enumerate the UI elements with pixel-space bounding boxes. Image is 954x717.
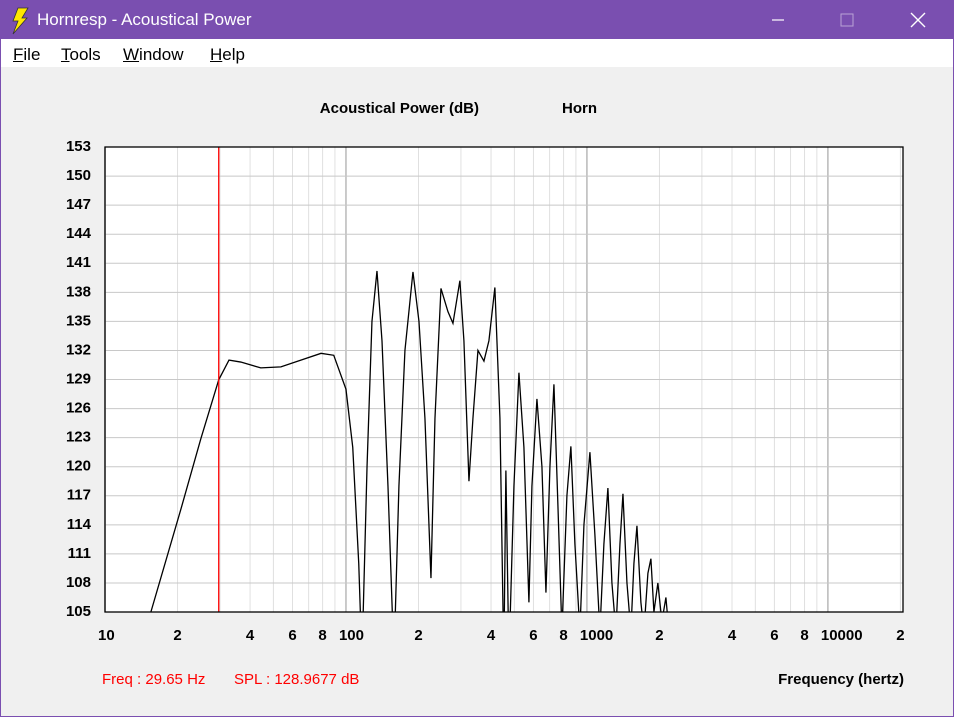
y-tick-label: 108 [66,574,91,591]
x-tick-label: 4 [487,627,496,644]
x-axis-label: Frequency (hertz) [778,671,904,688]
y-tick-label: 111 [68,545,91,562]
y-tick-label: 144 [66,225,92,242]
x-tick-label: 1000 [580,627,613,644]
x-tick-label: 6 [770,627,778,644]
chart: Acoustical Power (dB) Horn Frequency (he… [66,100,905,688]
label: SPL : [234,671,270,688]
y-tick-label: 138 [66,283,91,300]
y-tick-label: 123 [66,429,91,446]
y-tick-label: 117 [67,487,91,504]
x-tick-label: 2 [414,627,422,644]
cursor-frequency: Freq : 29.65 Hz [102,671,205,688]
cursor-spl: SPL : 128.9677 dB [234,671,359,688]
value: 29.65 [145,671,183,688]
title-bar-icons [12,7,926,35]
menu-item[interactable]: File [13,45,41,64]
unit: Hz [187,671,205,688]
x-tick-label: 2 [655,627,663,644]
menu-bar: File Tools Window Help [1,39,953,67]
y-tick-label: 129 [66,370,91,387]
response-line [150,270,668,612]
x-tick-label: 4 [728,627,737,644]
y-tick-label: 120 [66,458,91,475]
window-title: Hornresp - Acoustical Power [37,10,252,29]
x-tick-label: 6 [288,627,296,644]
title-bar: Hornresp - Acoustical Power [1,1,953,39]
y-tick-label: 126 [66,400,91,417]
y-tick-label: 105 [66,603,91,620]
x-tick-label: 8 [318,627,326,644]
unit: dB [341,671,359,688]
maximize-button[interactable] [840,13,854,27]
y-tick-label: 132 [66,341,91,358]
menu-item[interactable]: Tools [61,45,101,64]
y-tick-label: 153 [66,138,91,155]
y-tick-label: 114 [67,516,92,533]
x-tick-label: 10 [98,627,115,644]
x-tick-label: 2 [896,627,904,644]
chart-title: Acoustical Power (dB) [320,100,479,117]
app-icon [12,7,29,35]
x-tick-label: 100 [339,627,364,644]
x-tick-label: 8 [559,627,567,644]
y-tick-label: 150 [66,167,91,184]
plot-frame [104,146,904,613]
x-tick-label: 10000 [821,627,863,644]
close-button[interactable] [910,12,926,28]
x-tick-label: 6 [529,627,537,644]
x-tick-label: 8 [800,627,808,644]
label: Freq : [102,671,141,688]
x-tick-label: 4 [246,627,255,644]
x-tick-label: 2 [173,627,181,644]
y-tick-label: 147 [66,196,91,213]
menu-item[interactable]: Window [123,45,184,64]
y-tick-label: 141 [66,254,91,271]
menu-item[interactable]: Help [210,45,245,64]
chart-subtitle: Horn [562,100,597,117]
y-tick-label: 135 [66,312,91,329]
value: 128.9677 [274,671,337,688]
